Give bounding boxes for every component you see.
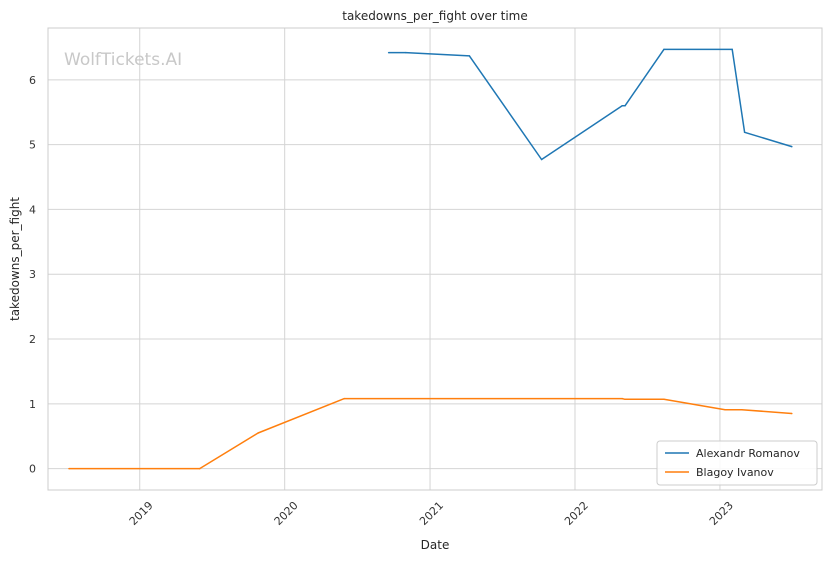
y-tick-label: 3: [29, 268, 36, 281]
y-tick-label: 0: [29, 463, 36, 476]
legend: Alexandr Romanov Blagoy Ivanov: [656, 440, 818, 486]
series-line-alexandr-romanov: [388, 48, 793, 161]
data-point-alexandr-romanov: [621, 105, 623, 107]
data-point-alexandr-romanov: [624, 105, 626, 107]
series-layer: [68, 48, 793, 470]
series-line-blagoy-ivanov: [69, 397, 792, 470]
data-point-blagoy-ivanov: [257, 432, 259, 434]
data-point-alexandr-romanov: [743, 131, 746, 134]
data-point-alexandr-romanov: [468, 55, 471, 57]
y-tick-label: 6: [29, 74, 36, 87]
data-point-alexandr-romanov: [405, 51, 407, 54]
watermark-text: WolfTickets.AI: [64, 50, 182, 70]
chart-title: takedowns_per_fight over time: [342, 9, 528, 23]
data-point-blagoy-ivanov: [741, 408, 743, 411]
legend-label-alexandr-romanov: Alexandr Romanov: [696, 447, 800, 460]
data-point-blagoy-ivanov: [343, 397, 346, 400]
y-axis-label: takedowns_per_fight: [8, 197, 22, 321]
data-point-blagoy-ivanov: [724, 408, 726, 411]
data-point-blagoy-ivanov: [624, 398, 626, 401]
y-tick-label: 5: [29, 139, 36, 152]
data-point-alexandr-romanov: [540, 158, 543, 161]
y-tick-label: 2: [29, 333, 36, 346]
x-axis-label: Date: [421, 538, 450, 552]
data-point-alexandr-romanov: [731, 48, 733, 51]
y-tick-label: 4: [29, 203, 36, 216]
grid-layer: [48, 28, 822, 490]
data-point-blagoy-ivanov: [663, 398, 665, 401]
data-point-alexandr-romanov: [387, 51, 390, 54]
data-point-blagoy-ivanov: [621, 397, 623, 400]
plot-frame: [47, 27, 823, 491]
data-point-blagoy-ivanov: [68, 467, 70, 470]
data-point-alexandr-romanov: [663, 48, 665, 51]
legend-box: [656, 440, 818, 486]
data-point-alexandr-romanov: [791, 145, 793, 148]
y-tick-label: 1: [29, 398, 36, 411]
data-point-blagoy-ivanov: [791, 412, 793, 415]
legend-label-blagoy-ivanov: Blagoy Ivanov: [696, 466, 774, 479]
data-point-blagoy-ivanov: [198, 467, 201, 470]
